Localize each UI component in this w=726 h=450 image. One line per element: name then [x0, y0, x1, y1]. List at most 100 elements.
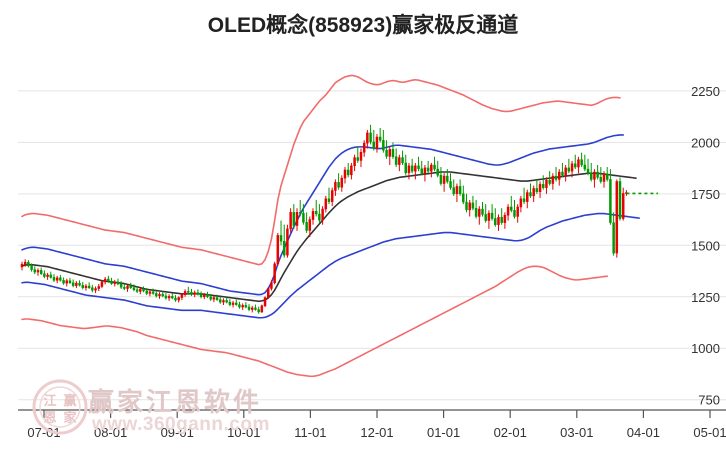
candle-body	[119, 283, 123, 288]
candle-body	[337, 182, 340, 188]
candle-body	[519, 198, 523, 208]
candle-body	[203, 294, 206, 298]
candle-body	[545, 179, 548, 188]
candle-body	[91, 287, 94, 291]
candle-body	[330, 190, 334, 202]
candle-body	[180, 294, 184, 298]
candle-body	[27, 261, 30, 267]
candle-body	[471, 202, 475, 209]
candle-body	[107, 278, 110, 282]
candle-body	[126, 285, 129, 289]
candle-body	[241, 305, 244, 308]
candle-body	[369, 132, 372, 143]
candle-body	[599, 177, 603, 182]
candle-body	[503, 214, 507, 223]
candle-body	[490, 212, 494, 219]
candle-body	[605, 173, 609, 180]
x-axis-tick-label: 10-01	[227, 425, 260, 440]
candle-body	[433, 164, 436, 170]
candle-body	[164, 295, 168, 299]
candle-body	[231, 302, 235, 305]
y-axis-tick-label: 1250	[691, 290, 720, 305]
candle-body	[609, 179, 612, 223]
candle-body	[564, 167, 567, 176]
y-axis-tick-label: 750	[698, 393, 720, 408]
candle-body	[618, 181, 622, 219]
candle-body	[391, 149, 395, 158]
candle-body	[132, 287, 136, 291]
candle-body	[251, 307, 254, 310]
candle-body	[327, 198, 331, 202]
candle-body	[145, 290, 148, 294]
grid-lines	[18, 90, 726, 401]
candle-body	[257, 309, 260, 313]
candle-body	[442, 175, 446, 184]
candle-body	[123, 287, 126, 289]
candle-body	[68, 280, 72, 284]
candle-body	[110, 280, 113, 284]
candle-body	[87, 285, 91, 288]
candle-body	[423, 167, 427, 174]
candle-body	[410, 165, 414, 172]
candle-body	[446, 175, 449, 182]
candle-body	[302, 212, 305, 223]
candle-body	[577, 159, 580, 168]
candle-body	[596, 171, 599, 178]
y-axis-tick-label: 1000	[691, 341, 720, 356]
candle-body	[78, 282, 81, 286]
x-axis-tick-label: 09-01	[161, 425, 194, 440]
band-upper-inner	[21, 134, 625, 296]
band-lower-outer	[21, 265, 609, 378]
candle-body	[500, 217, 503, 223]
candle-body	[494, 218, 497, 225]
candle-body	[468, 202, 471, 211]
candle-body	[574, 163, 577, 168]
candle-body	[346, 169, 350, 176]
candle-body	[139, 289, 142, 292]
y-axis-tick-label: 2000	[691, 135, 720, 150]
candle-body	[151, 291, 155, 294]
candle-body	[372, 141, 376, 149]
candle-body	[615, 181, 619, 254]
candle-body	[334, 182, 337, 191]
candle-body	[343, 169, 347, 179]
y-axis-tick-label: 2250	[691, 84, 720, 99]
candle-body	[46, 274, 49, 277]
candle-body	[212, 297, 216, 300]
candle-body	[279, 235, 283, 242]
candle-body	[404, 162, 407, 174]
candle-body	[455, 186, 459, 195]
x-axis-labels: 07-01 08-01 09-01 10-01 11-01 12-01 01-01 02-01…	[27, 425, 726, 440]
candle-body	[430, 164, 433, 172]
candle-body	[522, 198, 526, 202]
candle-body	[193, 292, 196, 295]
candle-body	[30, 265, 33, 270]
candle-body	[538, 184, 542, 193]
candle-body	[289, 212, 292, 230]
candle-body	[209, 296, 212, 300]
candlestick-series	[20, 124, 628, 314]
x-axis-tick-label: 11-01	[294, 425, 326, 440]
candle-body	[94, 288, 97, 291]
candle-body	[97, 286, 100, 289]
candle-body	[62, 280, 65, 284]
y-axis-tick-label: 1750	[691, 187, 720, 202]
channel-bands	[21, 74, 641, 378]
candle-body	[449, 181, 452, 188]
candle-body	[366, 132, 369, 144]
candle-body	[385, 149, 388, 157]
candle-body	[621, 193, 625, 219]
candle-body	[452, 187, 455, 195]
candle-body	[318, 213, 321, 221]
candle-body	[516, 206, 519, 217]
x-axis-tick-label: 12-01	[360, 425, 393, 440]
candle-body	[33, 269, 37, 273]
x-axis-tick-label: 08-01	[94, 425, 127, 440]
candle-body	[71, 282, 75, 286]
candle-body	[583, 164, 587, 170]
candle-body	[465, 201, 468, 211]
candle-body	[254, 307, 257, 310]
candle-body	[311, 211, 315, 220]
